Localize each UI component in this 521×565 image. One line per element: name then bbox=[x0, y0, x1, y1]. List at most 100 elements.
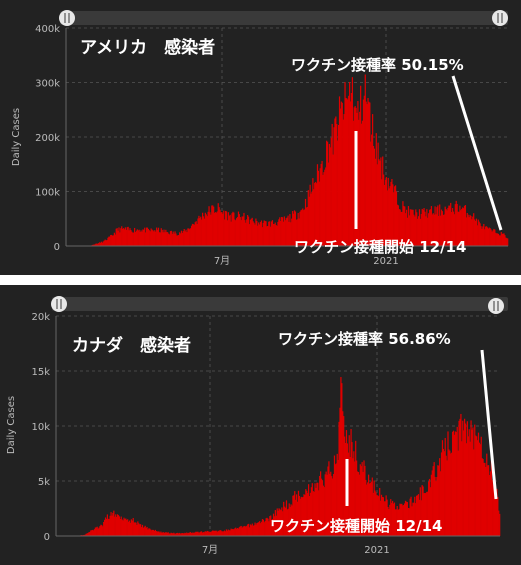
daily-cases-bar bbox=[440, 452, 443, 536]
daily-cases-bar bbox=[386, 499, 388, 536]
daily-cases-bar bbox=[443, 214, 445, 246]
daily-cases-bar bbox=[231, 529, 233, 536]
daily-cases-bar bbox=[168, 533, 170, 536]
daily-cases-bar bbox=[292, 213, 295, 246]
daily-cases-bar bbox=[163, 532, 165, 536]
daily-cases-bar bbox=[381, 179, 383, 246]
daily-cases-bar bbox=[397, 205, 399, 246]
daily-cases-bar bbox=[160, 531, 162, 536]
daily-cases-bar bbox=[482, 459, 484, 536]
daily-cases-bar bbox=[222, 531, 224, 536]
range-slider-left-handle[interactable] bbox=[59, 10, 75, 26]
daily-cases-bar bbox=[365, 101, 367, 246]
daily-cases-bar bbox=[335, 463, 337, 536]
daily-cases-bar bbox=[209, 212, 211, 246]
daily-cases-bar bbox=[170, 230, 172, 246]
daily-cases-bar bbox=[142, 229, 144, 246]
daily-cases-bar bbox=[451, 212, 453, 246]
daily-cases-bar bbox=[137, 521, 139, 536]
daily-cases-bar bbox=[257, 225, 259, 246]
daily-cases-bar bbox=[440, 215, 442, 246]
daily-cases-bar bbox=[112, 512, 114, 536]
daily-cases-bar bbox=[195, 221, 197, 246]
daily-cases-bar bbox=[474, 220, 477, 246]
daily-cases-bar bbox=[303, 210, 305, 246]
daily-cases-bar bbox=[453, 434, 456, 536]
daily-cases-bar bbox=[506, 238, 508, 246]
daily-cases-bar bbox=[140, 524, 142, 536]
daily-cases-bar bbox=[398, 508, 400, 536]
daily-cases-bar bbox=[248, 224, 251, 246]
daily-cases-bar bbox=[349, 101, 352, 246]
daily-cases-bar bbox=[152, 529, 154, 536]
daily-cases-bar bbox=[385, 177, 387, 246]
daily-cases-bar bbox=[431, 470, 433, 536]
daily-cases-bar bbox=[316, 164, 319, 246]
daily-cases-bar bbox=[282, 511, 284, 536]
daily-cases-bar bbox=[455, 431, 457, 536]
range-slider-right-handle[interactable] bbox=[488, 298, 504, 314]
daily-cases-bar bbox=[231, 213, 233, 246]
daily-cases-bar bbox=[291, 505, 293, 536]
daily-cases-bar bbox=[449, 205, 451, 246]
daily-cases-bar bbox=[482, 226, 484, 246]
daily-cases-bar bbox=[409, 498, 411, 536]
daily-cases-bar bbox=[326, 474, 328, 536]
daily-cases-bar bbox=[100, 242, 102, 246]
daily-cases-bar bbox=[137, 230, 139, 246]
daily-cases-bar bbox=[430, 206, 433, 246]
daily-cases-bar bbox=[274, 510, 276, 536]
daily-cases-bar bbox=[340, 377, 342, 536]
daily-cases-bar bbox=[329, 147, 331, 246]
daily-cases-bar bbox=[360, 123, 363, 246]
daily-cases-bar bbox=[218, 207, 220, 246]
daily-cases-bar bbox=[435, 481, 437, 536]
daily-cases-bar bbox=[287, 508, 289, 536]
daily-cases-bar bbox=[405, 501, 408, 536]
daily-cases-bar bbox=[342, 119, 344, 246]
daily-cases-bar bbox=[366, 104, 368, 246]
daily-cases-bar bbox=[232, 528, 234, 536]
daily-cases-bar bbox=[344, 82, 346, 246]
daily-cases-bar bbox=[334, 464, 336, 536]
daily-cases-bar bbox=[483, 462, 485, 536]
daily-cases-bar bbox=[211, 531, 213, 536]
range-slider-right-handle[interactable] bbox=[492, 10, 508, 26]
daily-cases-bar bbox=[328, 461, 330, 536]
daily-cases-bar bbox=[176, 235, 178, 246]
daily-cases-bar bbox=[105, 240, 107, 246]
daily-cases-bar bbox=[289, 214, 291, 246]
daily-cases-bar bbox=[200, 531, 203, 536]
daily-cases-bar bbox=[379, 487, 381, 536]
y-tick-label: 20k bbox=[31, 312, 50, 323]
daily-cases-bar bbox=[491, 480, 493, 536]
daily-cases-bar bbox=[288, 221, 290, 246]
daily-cases-bar bbox=[477, 432, 480, 536]
daily-cases-bar bbox=[361, 462, 363, 536]
daily-cases-bar bbox=[280, 221, 282, 246]
daily-cases-bar bbox=[93, 529, 96, 536]
daily-cases-bar bbox=[312, 178, 314, 246]
daily-cases-bar bbox=[376, 164, 378, 246]
daily-cases-bar bbox=[134, 227, 136, 246]
daily-cases-bar bbox=[267, 225, 269, 246]
daily-cases-bar bbox=[294, 211, 297, 246]
daily-cases-bar bbox=[329, 473, 331, 536]
daily-cases-bar bbox=[395, 191, 398, 246]
canada-daily-cases-chart: 0 5k 10k 15k 20k 7月 2021 Daily Cases カナダ 感染者… bbox=[6, 296, 508, 556]
range-slider-left-handle[interactable] bbox=[51, 296, 67, 312]
daily-cases-bar bbox=[475, 218, 478, 246]
daily-cases-bar bbox=[238, 527, 240, 536]
daily-cases-bar bbox=[292, 495, 294, 536]
daily-cases-bar bbox=[317, 482, 319, 536]
daily-cases-bar bbox=[113, 232, 115, 246]
daily-cases-bar bbox=[271, 519, 273, 536]
daily-cases-bar bbox=[136, 229, 138, 246]
daily-cases-bar bbox=[215, 212, 217, 246]
daily-cases-bar bbox=[492, 230, 494, 246]
daily-cases-bar bbox=[270, 226, 272, 246]
range-slider-track[interactable] bbox=[52, 297, 508, 311]
daily-cases-bar bbox=[102, 241, 104, 246]
daily-cases-bar bbox=[361, 120, 364, 246]
range-slider-track[interactable] bbox=[60, 11, 508, 25]
